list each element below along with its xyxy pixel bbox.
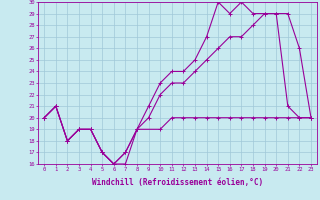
X-axis label: Windchill (Refroidissement éolien,°C): Windchill (Refroidissement éolien,°C) — [92, 178, 263, 187]
